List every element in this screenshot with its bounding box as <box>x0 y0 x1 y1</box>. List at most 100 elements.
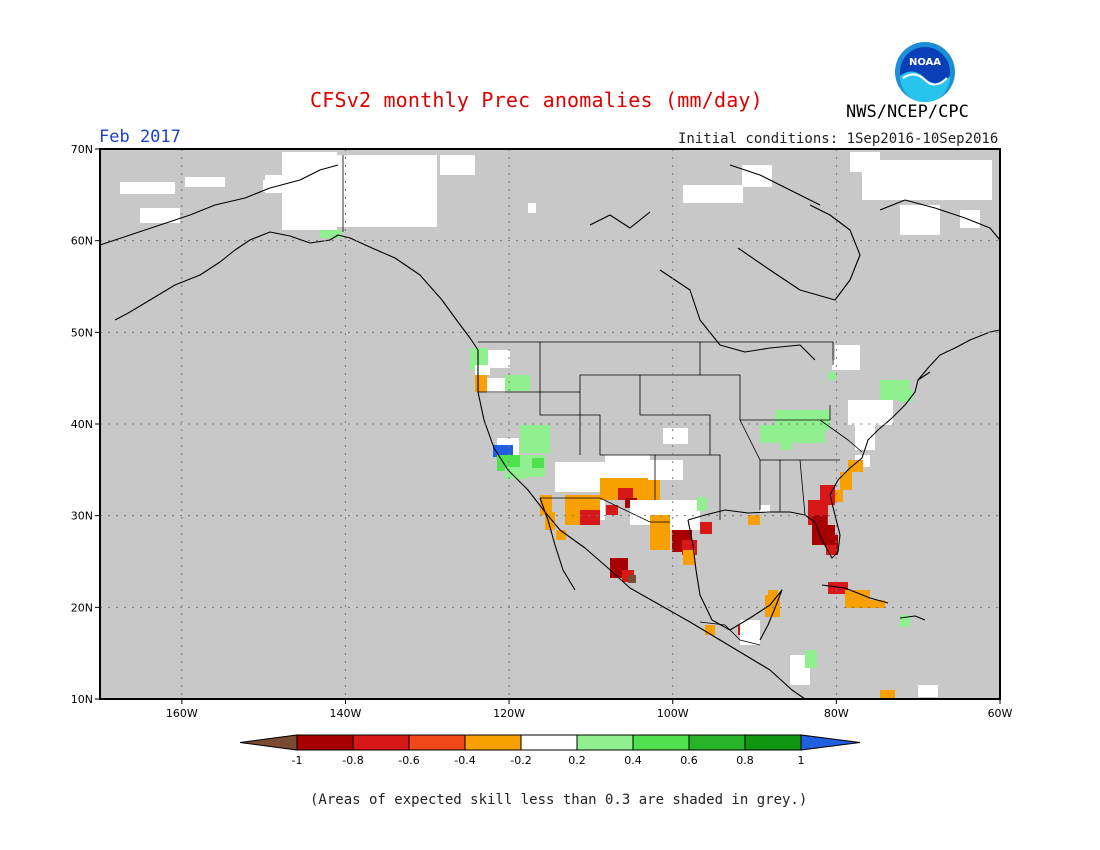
political-border <box>799 459 806 516</box>
colorbar-tick-label: 0.6 <box>680 754 698 767</box>
colorbar-segment <box>239 734 298 751</box>
noaa-logo-icon: NOAA <box>895 42 955 102</box>
anomaly-cell <box>828 582 848 594</box>
anomaly-cell <box>780 440 792 450</box>
anomaly-cell <box>618 488 633 500</box>
coastline <box>729 164 821 206</box>
map-frame <box>99 148 1001 700</box>
anomaly-cell <box>748 515 760 525</box>
anomaly-cell <box>880 690 895 698</box>
lon-tick-label: 80W <box>824 707 849 720</box>
colorbar-tick-label: -1 <box>292 754 303 767</box>
initial-conditions: Initial conditions: 1Sep2016-10Sep2016 <box>678 131 999 147</box>
colorbar-tick-label: 1 <box>798 754 805 767</box>
anomaly-cell <box>470 348 488 370</box>
anomaly-cell <box>475 375 487 392</box>
colorbar-segment <box>296 734 354 751</box>
anomaly-cell <box>440 155 475 175</box>
anomaly-cell <box>532 458 544 468</box>
colorbar-segment <box>352 734 410 751</box>
lat-tick-label: 70N <box>71 143 93 156</box>
anomaly-cell <box>740 620 760 645</box>
lon-tick-label: 140W <box>330 707 362 720</box>
anomaly-cell <box>812 515 827 545</box>
anomaly-cell <box>320 230 342 238</box>
agency-label: NWS/NCEP/CPC <box>846 102 969 122</box>
anomaly-cell <box>665 500 700 530</box>
lat-tick-label: 10N <box>71 693 93 706</box>
colorbar-segment <box>744 734 802 751</box>
lon-tick-label: 160W <box>166 707 198 720</box>
anomaly-cell <box>918 685 938 697</box>
anomaly-cell <box>120 182 175 194</box>
coastline <box>99 164 339 246</box>
anomaly-cell <box>140 208 180 223</box>
anomaly-cell <box>580 510 600 525</box>
political-border <box>700 374 741 420</box>
political-border <box>699 621 761 646</box>
colorbar-segment <box>464 734 522 751</box>
anomaly-cell <box>845 590 870 608</box>
anomaly-cell <box>760 505 770 513</box>
lat-tick-label: 30N <box>71 510 93 523</box>
anomaly-cell <box>805 650 817 668</box>
anomaly-cell <box>742 165 772 187</box>
anomaly-cell <box>800 430 815 438</box>
anomaly-cell <box>263 180 285 192</box>
colorbar-tick-label: 0.2 <box>568 754 586 767</box>
colorbar-segment <box>688 734 746 751</box>
coastline <box>687 519 783 641</box>
anomaly-cell <box>848 460 863 472</box>
anomaly-cell <box>768 590 778 600</box>
anomaly-cell <box>212 177 222 185</box>
anomaly-cell <box>832 360 842 370</box>
anomaly-cell <box>628 575 636 583</box>
anomaly-cell <box>648 460 683 480</box>
colorbar-segment <box>520 734 578 751</box>
anomaly-cell <box>898 390 913 402</box>
lat-tick-label: 40N <box>71 418 93 431</box>
coastline <box>899 615 926 621</box>
coastline <box>589 211 651 229</box>
anomaly-cell <box>900 615 910 627</box>
anomaly-cell <box>848 400 893 425</box>
colorbar-tick-label: -0.6 <box>398 754 419 767</box>
forecast-period: Feb 2017 <box>99 127 181 147</box>
political-border <box>740 405 831 421</box>
anomaly-cell <box>683 550 695 565</box>
figure-title: CFSv2 monthly Prec anomalies (mm/day) <box>310 88 763 112</box>
anomaly-cell <box>185 177 225 187</box>
coastline <box>821 584 889 604</box>
lon-tick-label: 120W <box>493 707 525 720</box>
anomaly-cell <box>765 595 780 617</box>
anomaly-cell <box>850 152 880 172</box>
anomaly-cell <box>505 375 530 391</box>
lon-tick-label: 60W <box>988 707 1013 720</box>
logo-text: NOAA <box>909 57 941 68</box>
anomaly-cell <box>650 515 670 550</box>
anomaly-cell <box>475 365 490 375</box>
colorbar-tick-label: 0.4 <box>624 754 642 767</box>
anomaly-cell <box>855 425 875 450</box>
anomaly-cell <box>900 205 940 235</box>
political-border <box>655 454 721 500</box>
anomaly-cell <box>835 490 843 502</box>
colorbar-tick-label: -0.8 <box>342 754 363 767</box>
anomaly-cell <box>555 462 605 492</box>
political-border <box>478 342 701 393</box>
anomaly-cell <box>697 497 707 511</box>
political-border <box>639 375 711 455</box>
anomaly-cell <box>960 210 980 228</box>
lat-tick-label: 60N <box>71 235 93 248</box>
colorbar-segment <box>800 734 861 751</box>
coastline <box>337 234 806 700</box>
anomaly-cell <box>862 160 992 200</box>
coastline <box>539 497 576 591</box>
anomaly-cell <box>488 350 510 368</box>
coastline <box>659 269 816 361</box>
colorbar-segment <box>576 734 634 751</box>
anomaly-cell <box>606 505 618 515</box>
anomaly-cell <box>828 372 836 380</box>
